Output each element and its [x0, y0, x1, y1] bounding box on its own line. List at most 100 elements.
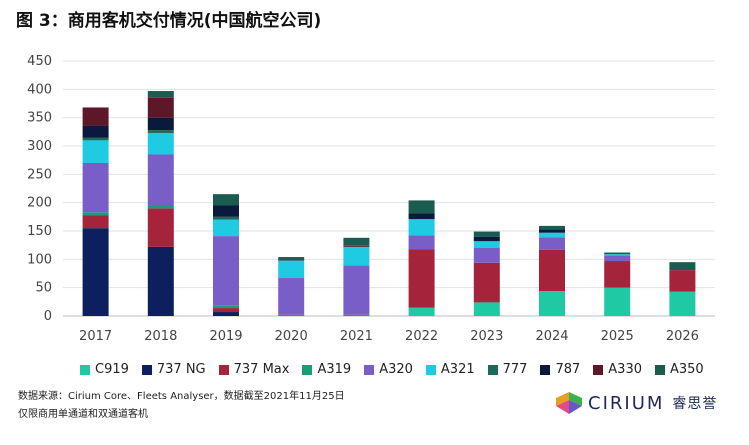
- bar-segment-a330-2021: [343, 245, 370, 247]
- bar-segment-a350-2024: [539, 225, 565, 230]
- bar-segment-737-ng-2019: [213, 312, 239, 316]
- bar-segment-737-ng-2018: [147, 246, 174, 316]
- bar-segment-a330-2018: [147, 97, 174, 118]
- y-tick-label: 200: [27, 196, 52, 211]
- bar-segment-c919-2022: [408, 307, 435, 316]
- legend-label: A350: [670, 362, 704, 377]
- bar-segment-737-max-2019: [213, 308, 239, 313]
- bar-segment-a321-2022: [408, 219, 435, 236]
- y-tick-label: 150: [27, 224, 52, 239]
- legend-item: A321: [425, 362, 475, 377]
- logo-shape-3: [556, 400, 569, 414]
- legend-item: 737 NG: [141, 362, 206, 377]
- bar-segment-a321-2024: [539, 232, 565, 238]
- bar-segment-a350-2026: [669, 262, 696, 271]
- bar-segment-737-max-2024: [539, 249, 565, 292]
- legend-swatch: [487, 364, 498, 375]
- y-tick-label: 300: [27, 139, 52, 154]
- x-tick-label: 2025: [601, 329, 634, 344]
- bar-segment-737-max-2026: [669, 270, 696, 292]
- logo-name: CIRIUM: [588, 392, 665, 414]
- x-tick-label: 2019: [209, 329, 242, 344]
- legend-item: A350: [655, 362, 704, 377]
- bar-segment-a320-2024: [539, 237, 565, 250]
- legend-item: 737 Max: [218, 362, 290, 377]
- y-tick-label: 100: [27, 252, 52, 267]
- bar-segment-777-2019: [213, 216, 239, 220]
- x-tick-label: 2017: [79, 329, 112, 344]
- x-tick-label: 2024: [535, 329, 568, 344]
- y-tick-label: 0: [44, 309, 52, 324]
- legend-swatch: [593, 364, 604, 375]
- legend-item: A320: [364, 362, 413, 377]
- y-tick-label: 350: [27, 111, 52, 126]
- legend-item: A319: [302, 362, 351, 377]
- bar-segment-a320-2021: [343, 265, 370, 315]
- bar-segment-737-max-2018: [147, 208, 174, 247]
- bar-segment-a321-2020: [278, 260, 305, 279]
- legend-swatch: [218, 364, 229, 375]
- legend-label: A330: [608, 362, 642, 377]
- legend-label: 777: [502, 362, 528, 377]
- legend-label: 737 Max: [233, 362, 290, 377]
- bar-segment-a321-2023: [473, 241, 500, 248]
- bar-segment-c919-2023: [473, 302, 500, 316]
- legend-label: 737 NG: [156, 362, 206, 377]
- x-tick-label: 2020: [275, 329, 308, 344]
- bar-segment-a320-2018: [147, 154, 174, 206]
- bar-segment-a350-2018: [147, 91, 174, 98]
- legend-label: A321: [440, 362, 475, 377]
- bar-segment-787-2017: [82, 125, 109, 138]
- legend-swatch: [141, 364, 152, 375]
- bar-segment-a320-2023: [473, 248, 500, 263]
- legend-swatch: [425, 364, 436, 375]
- bar-segment-a319-2021: [343, 314, 370, 316]
- bar-segment-777-2017: [82, 137, 109, 141]
- bar-segment-a350-2020: [278, 257, 305, 260]
- logo-shape-1: [556, 392, 569, 406]
- bar-segment-a320-2017: [82, 163, 109, 213]
- legend-label: A319: [317, 362, 352, 377]
- bar-segment-787-2022: [408, 213, 435, 220]
- bar-segment-c919-2026: [669, 291, 696, 316]
- bar-segment-a321-2018: [147, 132, 174, 155]
- logo-shape-4: [569, 400, 582, 414]
- bar-segment-a320-2025: [604, 255, 631, 262]
- bar-segment-a321-2019: [213, 219, 239, 237]
- bar-segment-a350-2025: [604, 252, 631, 255]
- bar-segment-a330-2017: [82, 107, 109, 126]
- bar-segment-a350-2022: [408, 200, 435, 214]
- legend-label: C919: [95, 362, 129, 377]
- legend-label: A320: [379, 362, 413, 377]
- bars: [82, 91, 696, 316]
- bar-segment-a321-2025: [604, 254, 631, 256]
- bar-segment-787-2023: [473, 236, 500, 242]
- bar-segment-a350-2021: [343, 237, 370, 246]
- y-tick-label: 250: [27, 167, 52, 182]
- x-tick-label: 2023: [470, 329, 503, 344]
- bar-segment-737-max-2017: [82, 215, 109, 229]
- logo-cn-name: 睿思誉: [672, 396, 718, 412]
- bar-segment-c919-2024: [539, 291, 565, 316]
- bar-segment-a321-2017: [82, 140, 109, 163]
- bar-segment-a319-2020: [278, 314, 305, 316]
- legend-swatch: [364, 364, 375, 375]
- y-tick-label: 450: [27, 54, 52, 69]
- y-tick-label: 400: [27, 82, 52, 97]
- bar-segment-737-max-2025: [604, 261, 631, 288]
- x-tick-label: 2021: [340, 329, 373, 344]
- bar-segment-737-ng-2017: [82, 228, 109, 316]
- cirium-logo: CIRIUM 睿思誉: [556, 392, 717, 414]
- bar-segment-a319-2018: [147, 205, 174, 209]
- legend-item: A330: [593, 362, 642, 377]
- bar-segment-787-2019: [213, 205, 239, 217]
- legend-label: 787: [555, 362, 581, 377]
- bar-segment-c919-2025: [604, 287, 631, 316]
- x-axis-labels: 2017 2018 2019 2020 2021 2022 2023 2024 2025 2026: [79, 329, 699, 344]
- bar-segment-737-max-2023: [473, 262, 500, 303]
- bar-segment-a321-2021: [343, 246, 370, 266]
- bar-segment-737-max-2022: [408, 249, 435, 308]
- legend-swatch: [80, 364, 90, 375]
- bar-segment-a320-2022: [408, 235, 435, 250]
